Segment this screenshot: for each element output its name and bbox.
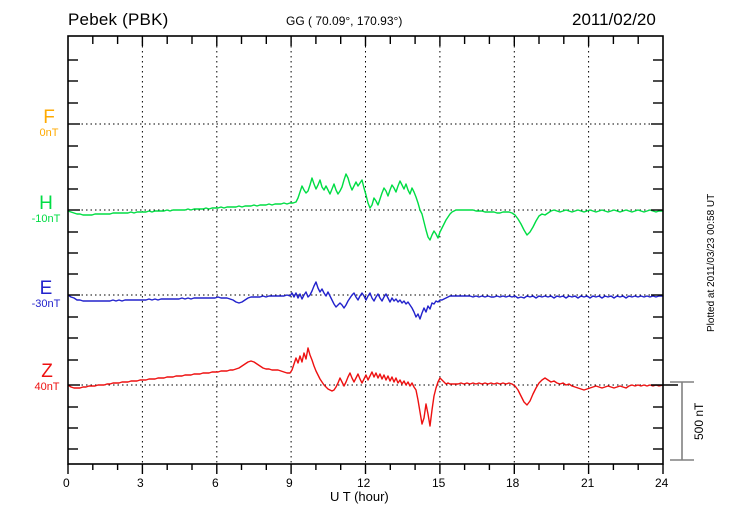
- component-value-F: 0nT: [39, 127, 59, 139]
- x-tick-label-3: 3: [137, 476, 144, 490]
- top-axis-ticks: [92, 36, 639, 46]
- bottom-axis-ticks: [67, 464, 664, 474]
- component-letter-H: H: [39, 193, 53, 214]
- component-value-E: -30nT: [31, 298, 61, 310]
- observation-date: 2011/02/20: [572, 10, 656, 29]
- station-name: Pebek (PBK): [68, 10, 169, 29]
- x-tick-label-9: 9: [286, 476, 293, 490]
- trace-H: [68, 173, 663, 241]
- x-tick-label-18: 18: [506, 476, 520, 490]
- x-tick-label-0: 0: [63, 476, 70, 490]
- component-value-H: -10nT: [31, 213, 61, 225]
- component-value-Z: 40nT: [34, 381, 60, 393]
- trace-E: [68, 281, 663, 320]
- component-letter-Z: Z: [41, 361, 53, 382]
- component-label-Z: Z 40nT: [22, 362, 72, 394]
- right-axis-ticks: [651, 59, 678, 450]
- x-axis-title: U T (hour): [330, 489, 389, 504]
- component-letter-E: E: [39, 278, 53, 299]
- left-axis-ticks: [68, 59, 80, 450]
- component-label-E: E -30nT: [20, 279, 72, 311]
- x-tick-label-21: 21: [581, 476, 595, 490]
- x-tick-label-15: 15: [432, 476, 446, 490]
- x-tick-label-24: 24: [655, 476, 669, 490]
- scale-bar-label: 500 nT: [692, 402, 706, 440]
- x-tick-label-12: 12: [357, 476, 371, 490]
- x-tick-label-6: 6: [212, 476, 219, 490]
- trace-Z: [68, 347, 663, 427]
- scale-bar: [670, 381, 694, 461]
- plot-background: [68, 36, 663, 464]
- geographic-coordinates: GG ( 70.09°, 170.93°): [286, 14, 403, 28]
- component-letter-F: F: [43, 107, 55, 128]
- vertical-gridlines: [141, 36, 590, 464]
- component-label-F: F 0nT: [26, 108, 72, 140]
- component-label-H: H -10nT: [20, 194, 72, 226]
- plotted-timestamp: Plotted at 2011/03/23 00:58 UT: [706, 193, 717, 332]
